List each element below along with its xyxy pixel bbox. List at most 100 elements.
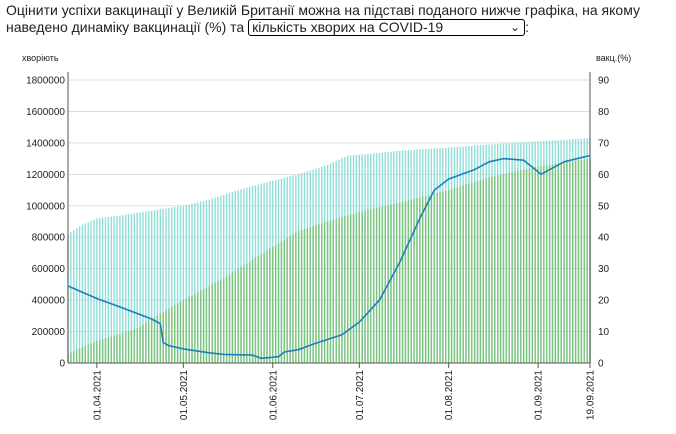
x-tick-label: 01.05.2021 — [179, 370, 190, 420]
second-dose-bar — [488, 177, 490, 363]
second-dose-bar — [326, 221, 329, 363]
second-dose-bar — [205, 287, 208, 363]
second-dose-bar — [525, 169, 528, 363]
first-dose-bar — [136, 212, 138, 363]
second-dose-bars — [67, 158, 591, 363]
second-dose-bar — [211, 284, 213, 363]
second-dose-bar — [349, 214, 352, 363]
second-dose-bar — [419, 197, 421, 363]
second-dose-bar — [442, 191, 444, 363]
second-dose-bar — [272, 246, 274, 363]
second-dose-bar — [364, 210, 366, 363]
left-tick-label: 1000000 — [26, 201, 65, 212]
second-dose-bar — [445, 190, 447, 363]
left-axis-label: хворіють — [22, 53, 59, 63]
second-dose-bar — [358, 212, 360, 363]
second-dose-bar — [511, 172, 513, 363]
second-dose-bar — [110, 336, 112, 363]
second-dose-bar — [543, 165, 545, 363]
second-dose-bar — [168, 308, 170, 363]
series-select-value: кількість хворих на COVID-19 — [252, 19, 444, 35]
first-dose-bar — [119, 215, 121, 363]
second-dose-bar — [217, 281, 219, 363]
cases-line — [67, 154, 591, 360]
second-dose-bar — [580, 159, 583, 363]
second-dose-bar — [517, 171, 519, 363]
first-dose-bar — [162, 208, 164, 363]
first-dose-bar — [220, 195, 222, 363]
second-dose-bar — [424, 195, 427, 363]
second-dose-bar — [73, 351, 75, 363]
second-dose-bar — [283, 239, 285, 363]
second-dose-bar — [266, 250, 268, 363]
second-dose-bar — [234, 270, 236, 363]
second-dose-bar — [546, 165, 548, 363]
first-dose-bar — [122, 215, 124, 363]
first-dose-bar — [130, 213, 133, 363]
first-dose-bar — [73, 230, 75, 363]
second-dose-bar — [248, 261, 251, 363]
second-dose-bar — [554, 163, 557, 363]
second-dose-bar — [148, 320, 150, 363]
second-dose-bar — [197, 292, 199, 363]
second-dose-bar — [563, 162, 565, 363]
second-dose-bar — [427, 195, 430, 363]
second-dose-bar — [315, 225, 317, 363]
x-tick-label: 01.04.2021 — [92, 370, 103, 420]
second-dose-bar — [410, 199, 412, 363]
second-dose-bar — [557, 163, 559, 363]
first-dose-bar — [176, 206, 179, 363]
left-tick-label: 800000 — [32, 233, 66, 244]
left-tick-label: 1200000 — [26, 170, 65, 181]
left-tick-label: 1400000 — [26, 138, 65, 149]
right-tick-label: 30 — [598, 264, 610, 275]
second-dose-bar — [254, 257, 257, 363]
second-dose-bar — [361, 211, 363, 363]
second-dose-bar — [269, 248, 271, 363]
right-tick-label: 60 — [598, 170, 610, 181]
left-tick-label: 0 — [59, 359, 65, 370]
second-dose-bar — [122, 332, 124, 363]
first-dose-bar — [116, 215, 118, 363]
second-dose-bar — [191, 295, 193, 363]
second-dose-bar — [407, 200, 410, 363]
second-dose-bar — [199, 290, 202, 363]
first-dose-bar — [217, 196, 219, 363]
second-dose-bar — [298, 230, 300, 363]
second-dose-bar — [237, 268, 239, 363]
left-tick-label: 200000 — [32, 327, 66, 338]
second-dose-bar — [378, 207, 381, 363]
first-dose-bar — [194, 202, 196, 363]
first-dose-bar — [150, 210, 153, 363]
first-dose-bar — [107, 216, 110, 363]
second-dose-bar — [286, 237, 288, 363]
first-dose-bar — [179, 206, 182, 363]
x-tick-label: 01.07.2021 — [355, 370, 366, 420]
second-dose-bar — [413, 198, 415, 363]
second-dose-bar — [214, 282, 216, 363]
second-dose-bar — [577, 160, 580, 363]
second-dose-bar — [306, 228, 309, 363]
second-dose-bar — [499, 174, 502, 363]
second-dose-bar — [225, 276, 228, 363]
first-dose-bar — [96, 218, 98, 363]
first-dose-bar — [211, 198, 213, 363]
first-dose-bar — [208, 199, 211, 363]
second-dose-bar — [260, 254, 262, 363]
first-dose-bar — [188, 204, 190, 363]
second-dose-bar — [263, 252, 265, 363]
second-dose-bar — [188, 296, 190, 363]
second-dose-bar — [473, 181, 476, 363]
second-dose-bar — [566, 162, 568, 363]
second-dose-bar — [274, 244, 277, 363]
right-axis-label: вакц.(%) — [596, 53, 631, 63]
first-dose-bar — [159, 209, 161, 363]
left-tick-label: 1600000 — [26, 107, 65, 118]
series-select[interactable]: кількість хворих на COVID-19 ⌄ — [248, 19, 526, 36]
second-dose-bar — [485, 178, 487, 363]
second-dose-bar — [277, 243, 280, 363]
right-tick-label: 20 — [598, 296, 610, 307]
second-dose-bar — [156, 315, 159, 363]
second-dose-bar — [520, 170, 522, 363]
